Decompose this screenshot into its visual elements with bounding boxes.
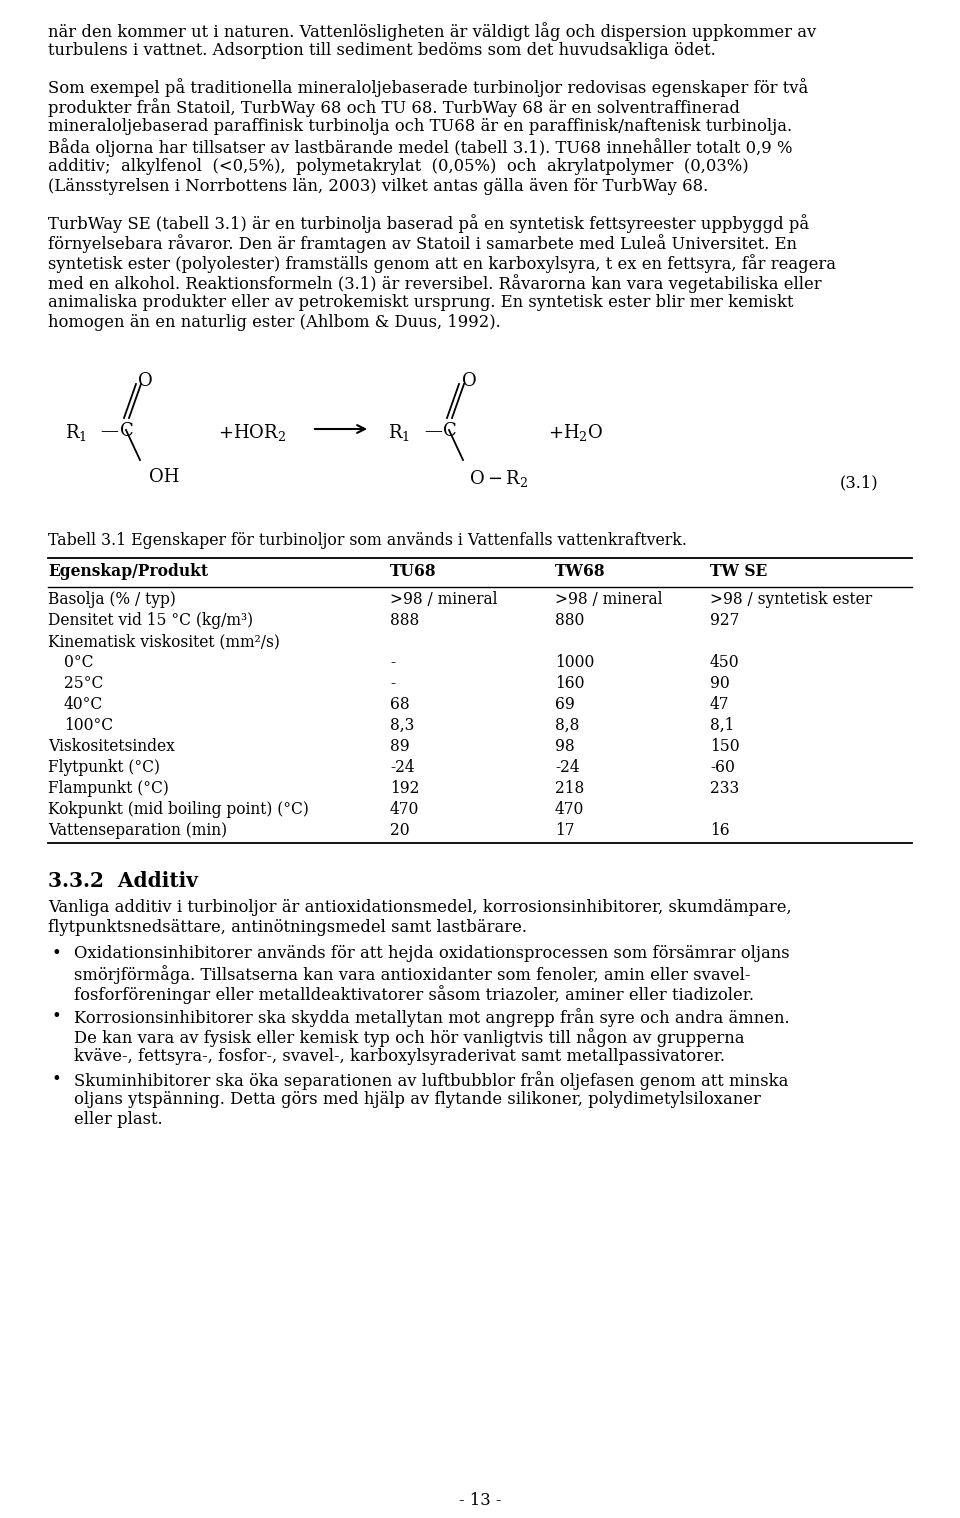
Text: Densitet vid 15 °C (kg/m³): Densitet vid 15 °C (kg/m³)	[48, 612, 253, 628]
Text: TurbWay SE (tabell 3.1) är en turbinolja baserad på en syntetisk fettsyreester u: TurbWay SE (tabell 3.1) är en turbinolja…	[48, 214, 809, 232]
Text: med en alkohol. Reaktionsformeln (3.1) är reversibel. Råvarorna kan vara vegetab: med en alkohol. Reaktionsformeln (3.1) ä…	[48, 275, 822, 293]
Text: Egenskap/Produkt: Egenskap/Produkt	[48, 563, 208, 580]
Text: TW SE: TW SE	[710, 563, 767, 580]
Text: 470: 470	[390, 802, 420, 818]
Text: animaliska produkter eller av petrokemiskt ursprung. En syntetisk ester blir mer: animaliska produkter eller av petrokemis…	[48, 294, 794, 311]
Text: >98 / syntetisk ester: >98 / syntetisk ester	[710, 591, 872, 609]
Text: 47: 47	[710, 695, 730, 713]
Text: 20: 20	[390, 823, 410, 839]
Text: •: •	[52, 946, 61, 962]
Text: 192: 192	[390, 780, 420, 797]
Text: •: •	[52, 1072, 61, 1088]
Text: kväve-, fettsyra-, fosfor-, svavel-, karboxylsyraderivat samt metallpassivatorer: kväve-, fettsyra-, fosfor-, svavel-, kar…	[74, 1047, 725, 1066]
Text: —: —	[424, 422, 442, 440]
Text: $+\mathregular{H_2O}$: $+\mathregular{H_2O}$	[548, 422, 603, 443]
Text: De kan vara av fysisk eller kemisk typ och hör vanligtvis till någon av gruppern: De kan vara av fysisk eller kemisk typ o…	[74, 1028, 745, 1047]
Text: $\mathregular{R_1}$: $\mathregular{R_1}$	[65, 422, 87, 443]
Text: •: •	[52, 1008, 61, 1025]
Text: 69: 69	[555, 695, 575, 713]
Text: Flampunkt (°C): Flampunkt (°C)	[48, 780, 169, 797]
Text: Som exempel på traditionella mineraloljebaserade turbinoljor redovisas egenskape: Som exempel på traditionella mineralolje…	[48, 77, 808, 97]
Text: när den kommer ut i naturen. Vattenlösligheten är väldigt låg och dispersion upp: när den kommer ut i naturen. Vattenlösli…	[48, 21, 816, 41]
Text: 450: 450	[710, 654, 739, 671]
Text: turbulens i vattnet. Adsorption till sediment bedöms som det huvudsakliga ödet.: turbulens i vattnet. Adsorption till sed…	[48, 43, 716, 59]
Text: C: C	[443, 422, 457, 440]
Text: 233: 233	[710, 780, 739, 797]
Text: homogen än en naturlig ester (Ahlbom & Duus, 1992).: homogen än en naturlig ester (Ahlbom & D…	[48, 314, 501, 331]
Text: 89: 89	[390, 738, 410, 754]
Text: 888: 888	[390, 612, 420, 628]
Text: 3.3.2  Additiv: 3.3.2 Additiv	[48, 871, 198, 891]
Text: förnyelsebara råvaror. Den är framtagen av Statoil i samarbete med Luleå Univers: förnyelsebara råvaror. Den är framtagen …	[48, 234, 797, 254]
Text: syntetisk ester (polyolester) framställs genom att en karboxylsyra, t ex en fett: syntetisk ester (polyolester) framställs…	[48, 254, 836, 273]
Text: 927: 927	[710, 612, 739, 628]
Text: Viskositetsindex: Viskositetsindex	[48, 738, 175, 754]
Text: 68: 68	[390, 695, 410, 713]
Text: 100°C: 100°C	[64, 716, 113, 735]
Text: 150: 150	[710, 738, 739, 754]
Text: >98 / mineral: >98 / mineral	[555, 591, 662, 609]
Text: Vattenseparation (min): Vattenseparation (min)	[48, 823, 228, 839]
Text: -24: -24	[555, 759, 580, 776]
Text: 160: 160	[555, 676, 585, 692]
Text: 8,8: 8,8	[555, 716, 580, 735]
Text: $+\mathregular{HOR_2}$: $+\mathregular{HOR_2}$	[218, 422, 286, 443]
Text: 8,1: 8,1	[710, 716, 734, 735]
Text: Skuminhibitorer ska öka separationen av luftbubblor från oljefasen genom att min: Skuminhibitorer ska öka separationen av …	[74, 1072, 788, 1090]
Text: 16: 16	[710, 823, 730, 839]
Text: Oxidationsinhibitorer används för att hejda oxidationsprocessen som försämrar ol: Oxidationsinhibitorer används för att he…	[74, 946, 790, 962]
Text: (Länsstyrelsen i Norrbottens län, 2003) vilket antas gälla även för TurbWay 68.: (Länsstyrelsen i Norrbottens län, 2003) …	[48, 178, 708, 194]
Text: 470: 470	[555, 802, 585, 818]
Text: 1000: 1000	[555, 654, 594, 671]
Text: TW68: TW68	[555, 563, 606, 580]
Text: mineraloljebaserad paraffinisk turbinolja och TU68 är en paraffinisk/naftenisk t: mineraloljebaserad paraffinisk turbinolj…	[48, 118, 792, 135]
Text: Basolja (% / typ): Basolja (% / typ)	[48, 591, 176, 609]
Text: $\mathregular{O - R_2}$: $\mathregular{O - R_2}$	[469, 468, 528, 489]
Text: O: O	[138, 372, 153, 390]
Text: 0°C: 0°C	[64, 654, 93, 671]
Text: TU68: TU68	[390, 563, 437, 580]
Text: 25°C: 25°C	[64, 676, 104, 692]
Text: Korrosionsinhibitorer ska skydda metallytan mot angrepp från syre och andra ämne: Korrosionsinhibitorer ska skydda metally…	[74, 1008, 790, 1026]
Text: 40°C: 40°C	[64, 695, 104, 713]
Text: >98 / mineral: >98 / mineral	[390, 591, 497, 609]
Text: —: —	[100, 422, 118, 440]
Text: 98: 98	[555, 738, 575, 754]
Text: flytpunktsnedsättare, antinötningsmedel samt lastbärare.: flytpunktsnedsättare, antinötningsmedel …	[48, 918, 527, 937]
Text: Kokpunkt (mid boiling point) (°C): Kokpunkt (mid boiling point) (°C)	[48, 802, 309, 818]
Text: -24: -24	[390, 759, 415, 776]
Text: C: C	[120, 422, 133, 440]
Text: oljans ytspänning. Detta görs med hjälp av flytande silikoner, polydimetylsiloxa: oljans ytspänning. Detta görs med hjälp …	[74, 1091, 761, 1108]
Text: 218: 218	[555, 780, 585, 797]
Text: 880: 880	[555, 612, 585, 628]
Text: Vanliga additiv i turbinoljor är antioxidationsmedel, korrosionsinhibitorer, sku: Vanliga additiv i turbinoljor är antioxi…	[48, 899, 792, 915]
Text: -60: -60	[710, 759, 734, 776]
Text: fosforföreningar eller metalldeaktivatorer såsom triazoler, aminer eller tiadizo: fosforföreningar eller metalldeaktivator…	[74, 985, 754, 1003]
Text: 17: 17	[555, 823, 574, 839]
Text: smörjförmåga. Tillsatserna kan vara antioxidanter som fenoler, amin eller svavel: smörjförmåga. Tillsatserna kan vara anti…	[74, 965, 751, 984]
Text: OH: OH	[149, 468, 180, 486]
Text: Kinematisk viskositet (mm²/s): Kinematisk viskositet (mm²/s)	[48, 633, 280, 650]
Text: Tabell 3.1 Egenskaper för turbinoljor som används i Vattenfalls vattenkraftverk.: Tabell 3.1 Egenskaper för turbinoljor so…	[48, 531, 686, 550]
Text: eller plast.: eller plast.	[74, 1111, 162, 1128]
Text: (3.1): (3.1)	[840, 474, 878, 490]
Text: Båda oljorna har tillsatser av lastbärande medel (tabell 3.1). TU68 innehåller t: Båda oljorna har tillsatser av lastbäran…	[48, 138, 793, 156]
Text: O: O	[462, 372, 477, 390]
Text: -: -	[390, 676, 396, 692]
Text: 8,3: 8,3	[390, 716, 415, 735]
Text: $\mathregular{R_1}$: $\mathregular{R_1}$	[388, 422, 410, 443]
Text: -: -	[390, 654, 396, 671]
Text: 90: 90	[710, 676, 730, 692]
Text: Flytpunkt (°C): Flytpunkt (°C)	[48, 759, 160, 776]
Text: - 13 -: - 13 -	[459, 1492, 501, 1509]
Text: produkter från Statoil, TurbWay 68 och TU 68. TurbWay 68 är en solventraffinerad: produkter från Statoil, TurbWay 68 och T…	[48, 99, 740, 117]
Text: additiv;  alkylfenol  (<0,5%),  polymetakrylat  (0,05%)  och  akrylatpolymer  (0: additiv; alkylfenol (<0,5%), polymetakry…	[48, 158, 749, 175]
